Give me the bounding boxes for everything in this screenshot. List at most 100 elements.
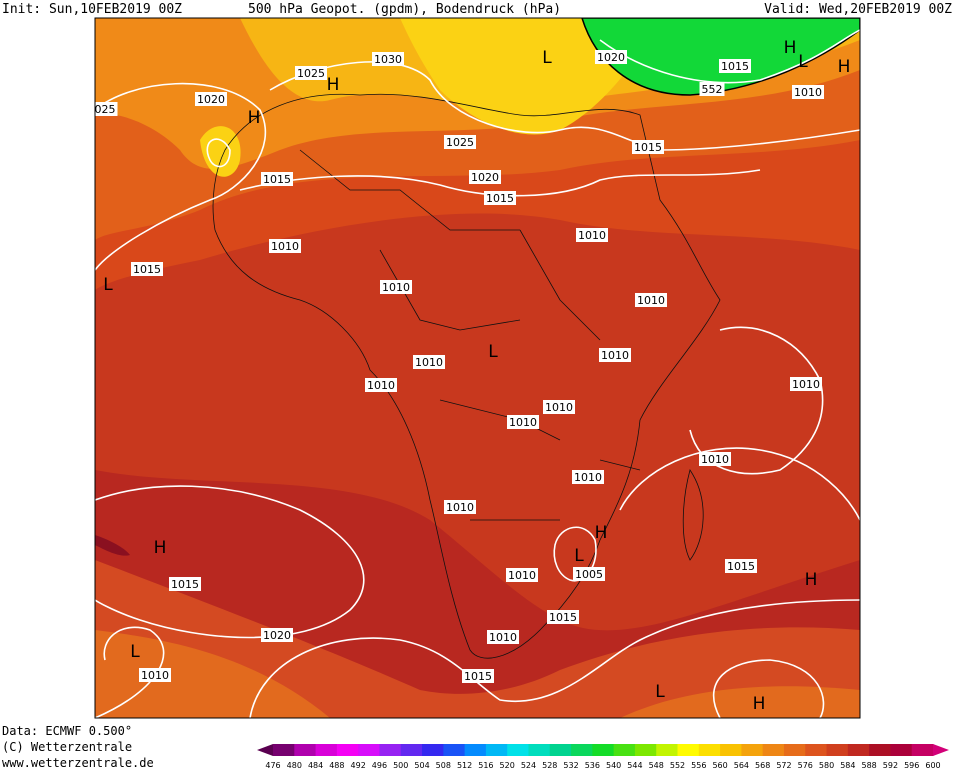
legend-tick-label: 588 — [861, 761, 876, 770]
isobar-label: 1010 — [382, 281, 410, 294]
legend-swatch — [720, 744, 742, 756]
legend-end — [933, 744, 949, 756]
label-box — [261, 172, 293, 186]
color-legend: 476 480 484 488 492 496 500 504 508 512 516 520 524 5… — [257, 744, 949, 770]
field-band — [200, 126, 241, 177]
label-box — [635, 293, 667, 307]
pressure-center: H — [784, 38, 797, 58]
legend-swatch — [336, 744, 359, 756]
isobar-label: 1010 — [637, 294, 665, 307]
legend-tick-label: 476 — [265, 761, 280, 770]
isobar-label: 1010 — [141, 669, 169, 682]
label-box — [573, 567, 605, 581]
isobar-label: 1010 — [578, 229, 606, 242]
isobar — [206, 138, 231, 168]
field-band — [95, 535, 130, 556]
legend-swatch — [741, 744, 764, 756]
isobar-label: 1010 — [574, 471, 602, 484]
legend-tick-label: 484 — [308, 761, 323, 770]
isobar — [599, 29, 860, 84]
legend-tick-label: 480 — [287, 761, 302, 770]
label-box — [790, 377, 822, 391]
isobar-label: 1025 — [297, 67, 325, 80]
isobar — [95, 485, 365, 639]
legend-tick-label: 488 — [329, 761, 344, 770]
label-box — [487, 630, 519, 644]
isobar-label: 1010 — [508, 569, 536, 582]
isobar-label: 1010 — [489, 631, 517, 644]
legend-swatch — [422, 744, 444, 756]
init-time: Init: Sun,10FEB2019 00Z — [2, 2, 182, 17]
map-frame — [94, 17, 861, 719]
legend-tick-label: 520 — [500, 761, 515, 770]
label-box — [169, 577, 201, 591]
legend-tick-label: 540 — [606, 761, 621, 770]
label-box — [139, 668, 171, 682]
legend-tick-label: 504 — [414, 761, 429, 770]
isobar-label: 1015 — [464, 670, 492, 683]
isobar-label: 1010 — [601, 349, 629, 362]
legend-tick-label: 564 — [734, 761, 749, 770]
pressure-center: L — [574, 546, 584, 566]
legend-swatch — [400, 744, 423, 756]
legend-swatch — [677, 744, 700, 756]
pressure-center: L — [655, 682, 665, 702]
isobar-label: 1015 — [634, 141, 662, 154]
isobar-label: 1015 — [721, 60, 749, 73]
isobar-label: 1010 — [792, 378, 820, 391]
legend-swatch — [443, 744, 466, 756]
label-box — [462, 669, 494, 683]
legend-tick-label: 544 — [627, 761, 642, 770]
label-box — [572, 470, 604, 484]
label-box — [632, 140, 664, 154]
legend-swatch — [890, 744, 913, 756]
isobar-label: 1015 — [133, 263, 161, 276]
field-band — [620, 686, 860, 718]
pressure-center: H — [154, 538, 167, 558]
legend-tick-label: 496 — [372, 761, 387, 770]
website: www.wetterzentrale.de — [2, 756, 154, 770]
valid-time: Valid: Wed,20FEB2019 00Z — [764, 2, 952, 17]
legend-swatch — [613, 744, 636, 756]
isobar-label: 1030 — [374, 53, 402, 66]
isobar — [689, 326, 824, 475]
label-box — [719, 59, 751, 73]
isobar-label: 1020 — [263, 629, 291, 642]
copyright: (C) Wetterzentrale — [2, 740, 132, 754]
coastline — [212, 93, 721, 659]
isobar-label: 1005 — [575, 568, 603, 581]
legend-swatch — [315, 744, 338, 756]
legend-tick-label: 536 — [585, 761, 600, 770]
isobar-label: 1015 — [549, 611, 577, 624]
legend-tick-label: 524 — [521, 761, 536, 770]
legend-tick-label: 596 — [904, 761, 919, 770]
isobar-label: 1020 — [471, 171, 499, 184]
isobar-label: 1020 — [597, 51, 625, 64]
legend-swatch — [358, 744, 380, 756]
pressure-center: H — [805, 570, 818, 590]
legend-swatch — [826, 744, 849, 756]
legend-end — [257, 744, 273, 756]
legend-tick-label: 548 — [649, 761, 664, 770]
isobar-label: 1010 — [794, 86, 822, 99]
label-box — [195, 92, 227, 106]
legend-swatch — [869, 744, 891, 756]
isobar — [95, 82, 267, 271]
label-box — [599, 348, 631, 362]
legend-tick-label: 592 — [883, 761, 898, 770]
legend-tick-label: 600 — [925, 761, 940, 770]
label-box — [444, 500, 476, 514]
legend-swatch — [528, 744, 551, 756]
label-box — [365, 378, 397, 392]
label-box — [380, 280, 412, 294]
legend-tick-label: 580 — [819, 761, 834, 770]
legend-tick-label: 560 — [712, 761, 727, 770]
legend-swatch — [805, 744, 828, 756]
isobar-label: 1010 — [509, 416, 537, 429]
isobar — [249, 599, 860, 718]
pressure-center: H — [327, 75, 340, 95]
label-box — [261, 628, 293, 642]
label-box — [699, 452, 731, 466]
label-box — [269, 239, 301, 253]
